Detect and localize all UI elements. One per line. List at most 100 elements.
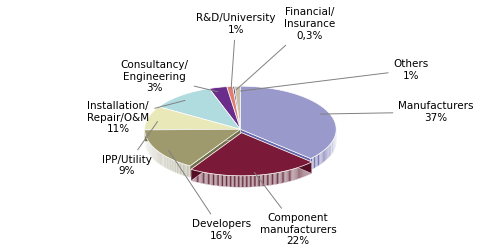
Polygon shape xyxy=(320,152,322,165)
Polygon shape xyxy=(185,165,186,176)
Text: Manufacturers
37%: Manufacturers 37% xyxy=(320,101,474,123)
Text: Financial/
Insurance
0,3%: Financial/ Insurance 0,3% xyxy=(236,7,335,90)
Polygon shape xyxy=(286,171,288,182)
Polygon shape xyxy=(191,169,192,181)
Polygon shape xyxy=(309,163,310,175)
Polygon shape xyxy=(262,175,263,186)
Polygon shape xyxy=(194,170,196,182)
Polygon shape xyxy=(198,171,199,183)
Polygon shape xyxy=(284,171,286,183)
Polygon shape xyxy=(234,176,235,187)
Polygon shape xyxy=(333,139,334,152)
Polygon shape xyxy=(246,176,247,187)
Polygon shape xyxy=(292,169,294,181)
Polygon shape xyxy=(240,129,310,170)
Polygon shape xyxy=(209,173,210,185)
Polygon shape xyxy=(186,165,187,177)
Polygon shape xyxy=(218,175,219,186)
Polygon shape xyxy=(192,170,194,182)
Polygon shape xyxy=(170,159,171,171)
Polygon shape xyxy=(208,173,209,185)
Polygon shape xyxy=(206,173,208,185)
Polygon shape xyxy=(228,175,230,187)
Polygon shape xyxy=(300,167,301,178)
Polygon shape xyxy=(197,171,198,183)
Polygon shape xyxy=(238,176,239,187)
Polygon shape xyxy=(278,172,280,184)
Text: Installation/
Repair/O&M
11%: Installation/ Repair/O&M 11% xyxy=(87,100,185,134)
Polygon shape xyxy=(177,162,178,173)
Polygon shape xyxy=(224,175,226,187)
Polygon shape xyxy=(322,150,324,163)
Polygon shape xyxy=(196,171,197,182)
Polygon shape xyxy=(226,175,227,187)
Polygon shape xyxy=(144,129,240,141)
Polygon shape xyxy=(230,176,231,187)
Polygon shape xyxy=(306,164,307,176)
Polygon shape xyxy=(282,172,283,183)
Polygon shape xyxy=(158,151,159,163)
Polygon shape xyxy=(172,160,174,172)
Polygon shape xyxy=(296,168,298,179)
Polygon shape xyxy=(174,161,176,172)
Polygon shape xyxy=(329,145,330,157)
Polygon shape xyxy=(331,142,332,155)
Polygon shape xyxy=(273,173,274,185)
Polygon shape xyxy=(213,174,214,186)
Polygon shape xyxy=(243,176,244,187)
Polygon shape xyxy=(264,175,266,186)
Polygon shape xyxy=(259,175,260,187)
Text: Consultancy/
Engineering
3%: Consultancy/ Engineering 3% xyxy=(120,60,218,93)
Polygon shape xyxy=(288,170,289,182)
Polygon shape xyxy=(247,176,248,187)
Polygon shape xyxy=(166,157,168,169)
Polygon shape xyxy=(268,174,270,186)
Polygon shape xyxy=(222,175,223,187)
Polygon shape xyxy=(263,175,264,186)
Polygon shape xyxy=(183,164,184,176)
Polygon shape xyxy=(291,169,292,181)
Polygon shape xyxy=(254,175,255,187)
Polygon shape xyxy=(191,133,242,181)
Polygon shape xyxy=(260,175,262,187)
Polygon shape xyxy=(290,170,291,181)
Polygon shape xyxy=(294,168,296,180)
Polygon shape xyxy=(178,162,179,174)
Polygon shape xyxy=(200,172,202,183)
Polygon shape xyxy=(244,176,246,187)
Polygon shape xyxy=(276,173,277,185)
Text: Others
1%: Others 1% xyxy=(240,59,429,91)
Polygon shape xyxy=(231,176,232,187)
Polygon shape xyxy=(301,166,302,178)
Polygon shape xyxy=(324,150,325,162)
Polygon shape xyxy=(162,154,163,166)
Polygon shape xyxy=(248,176,250,187)
Polygon shape xyxy=(310,158,312,170)
Polygon shape xyxy=(165,156,166,168)
Polygon shape xyxy=(308,163,309,175)
Polygon shape xyxy=(163,155,164,167)
Polygon shape xyxy=(298,167,299,179)
Polygon shape xyxy=(266,174,268,186)
Polygon shape xyxy=(190,129,240,178)
Polygon shape xyxy=(209,87,240,129)
Polygon shape xyxy=(144,129,240,166)
Polygon shape xyxy=(164,155,165,167)
Polygon shape xyxy=(316,155,318,167)
Polygon shape xyxy=(277,173,278,184)
Polygon shape xyxy=(159,89,240,129)
Polygon shape xyxy=(270,174,272,185)
Polygon shape xyxy=(310,162,311,174)
Polygon shape xyxy=(303,165,304,177)
Polygon shape xyxy=(144,107,240,130)
Polygon shape xyxy=(191,133,312,176)
Polygon shape xyxy=(256,175,258,187)
Polygon shape xyxy=(180,163,182,175)
Polygon shape xyxy=(242,133,312,174)
Polygon shape xyxy=(332,140,333,153)
Polygon shape xyxy=(328,146,329,158)
Polygon shape xyxy=(189,166,190,178)
Text: Component
manufacturers
22%: Component manufacturers 22% xyxy=(254,173,336,247)
Polygon shape xyxy=(252,176,254,187)
Polygon shape xyxy=(184,164,185,176)
